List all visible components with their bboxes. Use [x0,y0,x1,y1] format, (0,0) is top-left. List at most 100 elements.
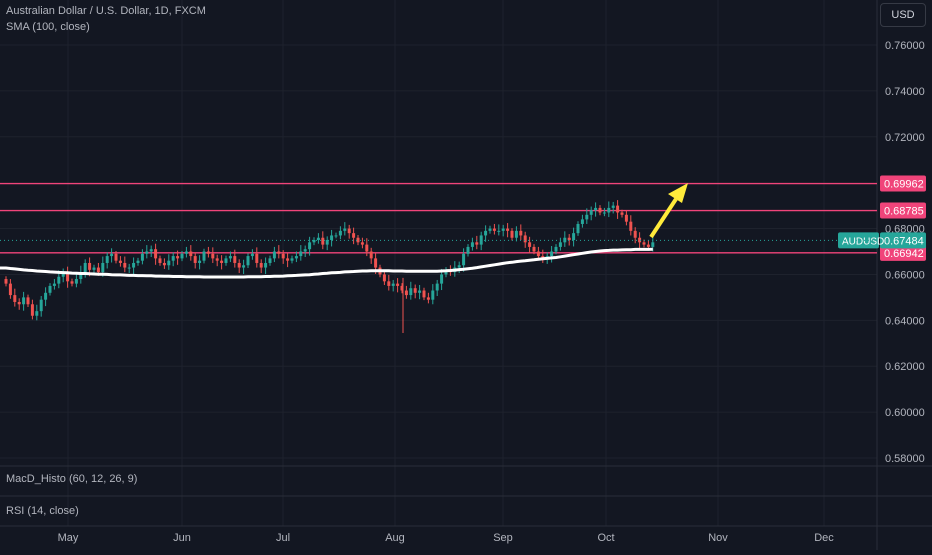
candle-body [136,260,140,263]
candle-body [268,258,272,263]
arrow-shaft [649,197,678,239]
chart-title: Australian Dollar / U.S. Dollar, 1D, FXC… [6,5,206,17]
candle-body [26,297,30,305]
candle-body [426,297,430,300]
candle-body [35,311,39,316]
candle-body [321,237,325,245]
candle-body [382,274,386,282]
symbol-tag-label: AUDUSD [842,236,884,247]
candle-body [22,297,26,305]
candle-body [52,283,56,286]
candle-body [162,262,166,266]
candle-body [418,290,422,293]
candle-body [484,230,488,236]
candle-body [360,242,364,245]
candle-body [356,237,360,243]
candle-body [316,237,320,241]
candle-body [616,205,620,213]
rsi-legend[interactable]: RSI (14, close) [6,505,79,517]
candle-body [140,253,144,261]
candle-body [105,256,109,263]
candle-body [281,253,285,259]
candle-body [492,228,496,231]
candle-body [510,230,514,238]
candle-body [528,242,532,247]
candle-body [242,265,246,268]
candle-body [585,214,589,220]
price-tick-label: 0.58000 [885,453,925,465]
time-tick-label: Nov [708,532,728,544]
candle-body [369,251,373,259]
candle-body [338,230,342,236]
candle-body [88,262,92,270]
candle-body [352,233,356,238]
candle-body [523,235,527,243]
candle-body [215,258,219,261]
currency-button[interactable]: USD [880,3,926,27]
price-tag-box [880,202,926,219]
candle-body [567,237,571,241]
candle-body [365,244,369,252]
candle-body [259,262,263,268]
candle-body [171,256,175,261]
candle-body [30,304,34,316]
symbol-tag-box [838,232,879,249]
candle-body [132,262,136,268]
candle-body [83,262,87,273]
candle-body [96,267,100,273]
candle-body [470,242,474,247]
candle-body [39,299,43,312]
candle-body [347,228,351,234]
candle-body [79,272,83,280]
candle-body [457,265,461,268]
candle-body [220,260,224,263]
candle-body [413,288,417,293]
candle-body [497,230,501,232]
candle-body [536,251,540,257]
sma-legend[interactable]: SMA (100, close) [6,21,90,33]
candle-body [114,253,118,261]
candle-body [198,260,202,263]
time-tick-label: Sep [493,532,513,544]
candle-body [440,274,444,284]
candle-body [519,230,523,236]
candle-body [374,258,378,268]
time-tick-label: Jul [276,532,290,544]
candle-body [638,237,642,243]
candle-body [488,228,492,231]
candle-body [550,251,554,257]
candle-body [308,242,312,250]
time-tick-label: Dec [814,532,834,544]
candle-body [101,262,105,273]
candle-body [154,249,158,259]
candle-body [620,212,624,215]
candle-body [435,283,439,291]
arrow-head [668,183,688,203]
candle-body [61,272,65,277]
candle-body [554,246,558,252]
candle-body [145,251,149,254]
candle-body [646,244,650,247]
candle-body [189,251,193,257]
time-tick-label: Jun [173,532,191,544]
candle-body [233,256,237,263]
candle-body [286,258,290,261]
time-tick-label: Aug [385,532,405,544]
candle-body [74,279,78,284]
candle-body [17,301,21,305]
candle-body [44,292,48,300]
candle-body [167,260,171,266]
candle-body [303,249,307,252]
price-tag-box [880,232,926,249]
macd-legend[interactable]: MacD_Histo (60, 12, 26, 9) [6,473,138,485]
up-arrow-annotation [649,183,688,239]
candle-body [158,258,162,263]
candle-body [149,249,153,252]
candle-body [602,212,606,214]
candle-body [387,281,391,286]
candle-body [127,267,131,269]
candle-body [558,242,562,247]
